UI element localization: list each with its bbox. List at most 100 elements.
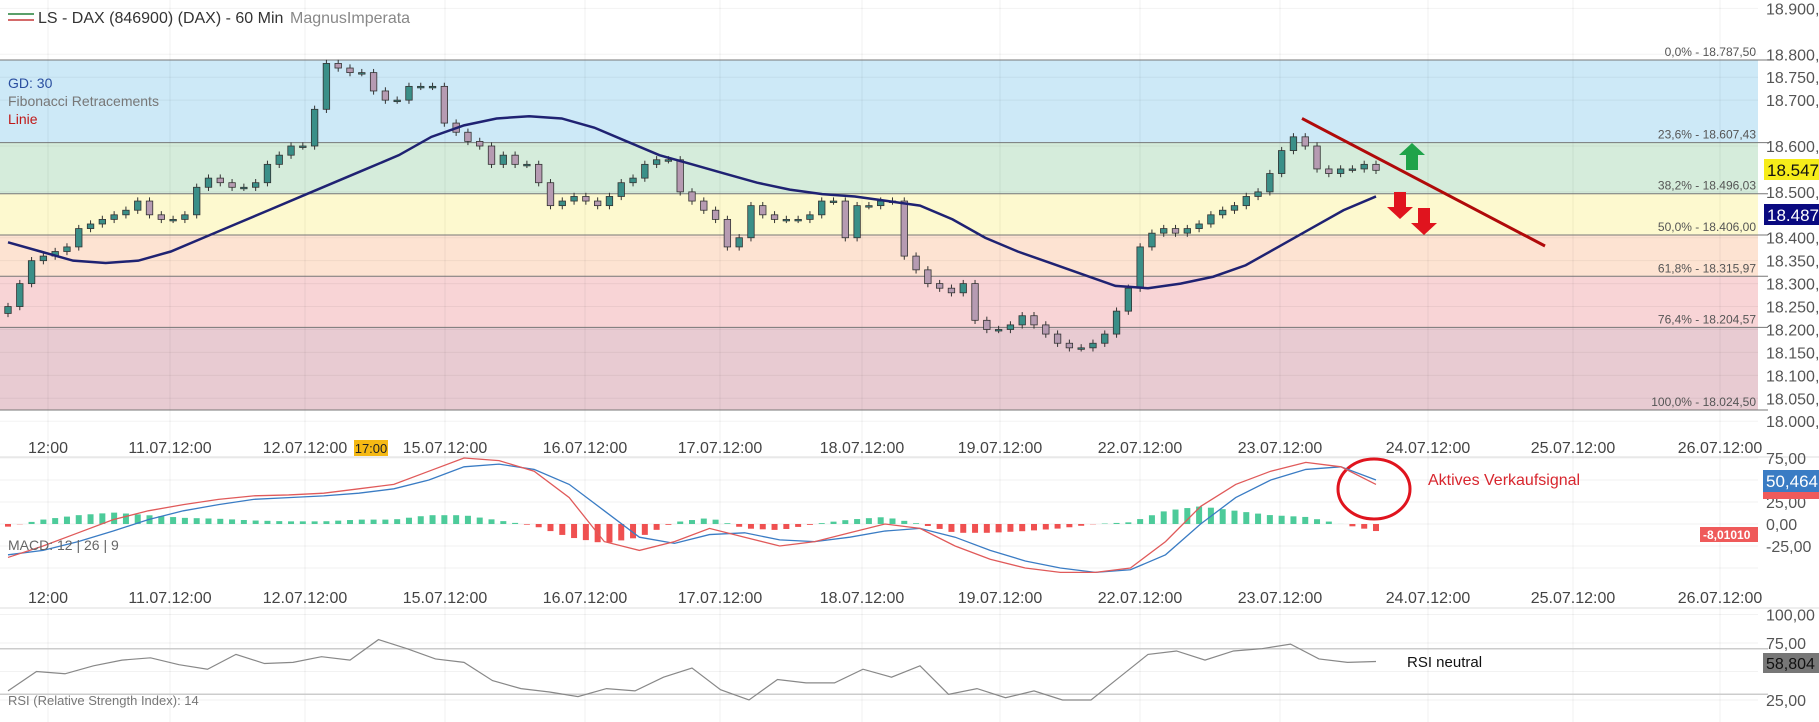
candle-body	[369, 72, 378, 92]
macd-histogram-bar	[630, 524, 637, 539]
macd-histogram-bar	[818, 523, 825, 524]
candle-body	[723, 218, 732, 248]
macd-histogram-bar	[523, 524, 530, 525]
arrow-down-icon	[1387, 192, 1413, 219]
macd-histogram-bar	[276, 521, 283, 524]
macd-label[interactable]: MACD: 12 | 26 | 9	[8, 537, 119, 553]
candle-body	[1301, 136, 1309, 147]
macd-histogram-bar	[252, 520, 259, 524]
line-label[interactable]: Linie	[8, 111, 38, 127]
macd-histogram-bar	[582, 524, 589, 541]
macd-histogram-bar	[1113, 522, 1120, 524]
macd-histogram-bar	[806, 524, 813, 525]
candle-body	[676, 159, 684, 193]
rsi-tick-label: 25,00	[1766, 693, 1806, 710]
macd-histogram-bar	[1231, 510, 1238, 524]
candle-body	[169, 218, 177, 222]
macd-histogram-bar	[134, 514, 141, 524]
price-tick-label: 18.100,00	[1766, 368, 1819, 385]
candle-body	[63, 246, 71, 252]
price-tick-label: 18.800,00	[1766, 47, 1819, 64]
candle-body	[818, 200, 826, 216]
candle-body	[558, 200, 566, 207]
date-tick-label: 12.07.12:00	[263, 590, 348, 607]
candle-body	[1183, 228, 1191, 234]
candle-body	[1242, 196, 1250, 207]
macd-histogram-bar	[1066, 524, 1073, 528]
candle-body	[193, 186, 201, 216]
macd-histogram-bar	[347, 520, 353, 524]
fibonacci-zones	[0, 60, 1758, 410]
price-tick-label: 18.250,00	[1766, 300, 1819, 317]
price-tick-label: 18.300,00	[1766, 277, 1819, 294]
candle-body	[417, 85, 425, 89]
candle-body	[1348, 168, 1357, 171]
macd-histogram-bar	[795, 524, 802, 527]
macd-histogram-bar	[5, 524, 11, 527]
candle-body	[1266, 173, 1274, 193]
macd-histogram-bar	[441, 515, 448, 524]
macd-tick-label: 75,00	[1766, 451, 1806, 468]
macd-line	[7, 457, 1377, 574]
rsi-label[interactable]: RSI (Relative Strength Index): 14	[8, 693, 199, 708]
macd-histogram-bar	[1196, 506, 1203, 524]
macd-histogram-bar	[429, 515, 436, 524]
date-tick-label: 15.07.12:00	[403, 590, 488, 607]
macd-histogram-bar	[288, 521, 295, 524]
candle-body	[334, 63, 342, 69]
candle-body	[27, 260, 36, 285]
arrow-down-icon	[1411, 208, 1437, 235]
fib-level-label: 38,2% - 18.496,03	[1658, 179, 1756, 193]
macd-histogram-bar	[559, 524, 566, 535]
macd-histogram-bar	[1148, 515, 1155, 524]
fib-zone	[0, 142, 1758, 194]
candle-body	[75, 228, 83, 248]
candle-body	[523, 163, 531, 167]
macd-histogram-bar	[1125, 522, 1132, 524]
macd-histogram-bar	[1219, 509, 1226, 524]
candle-body	[936, 283, 944, 289]
macd-histogram-bar	[653, 524, 660, 530]
macd-histogram-bar	[689, 520, 695, 524]
candle-body	[134, 200, 142, 211]
candle-body	[1195, 223, 1203, 229]
candle-body	[594, 200, 602, 207]
macd-histogram-bar	[877, 517, 884, 524]
candle-body	[900, 200, 908, 257]
candle-body	[535, 163, 543, 184]
candle-body	[865, 205, 873, 208]
signal-value-label: 50,464	[1766, 472, 1818, 491]
macd-histogram-bar	[217, 518, 224, 524]
candle-body	[16, 283, 24, 307]
macd-histogram-bar	[1290, 516, 1297, 524]
rsi-line	[7, 638, 1377, 701]
fib-zone	[0, 234, 1758, 277]
macd-histogram-bar	[1314, 519, 1321, 524]
candle-body	[1089, 342, 1097, 349]
candle-body	[275, 154, 283, 165]
fibonacci-label[interactable]: Fibonacci Retracements	[8, 93, 159, 109]
macd-histogram-bar	[700, 518, 707, 524]
fib-level-label: 100,0% - 18.024,50	[1651, 395, 1756, 409]
candle-body	[853, 205, 861, 239]
price-tick-label: 18.900,00	[1766, 1, 1819, 18]
macd-histogram-bar	[842, 520, 849, 524]
candle-body	[782, 218, 790, 222]
macd-value-badge	[1763, 488, 1819, 499]
fib-level-label: 23,6% - 18.607,43	[1658, 128, 1756, 142]
candle-body	[983, 319, 991, 330]
candle-body	[959, 283, 967, 294]
gd-label[interactable]: GD: 30	[8, 75, 53, 91]
fib-level-label: 61,8% - 18.315,97	[1658, 261, 1756, 275]
fib-level-label: 76,4% - 18.204,57	[1658, 312, 1756, 326]
macd-histogram-bar	[476, 517, 483, 524]
candle-body	[912, 255, 920, 271]
macd-histogram-bar	[99, 513, 106, 524]
crosshair-time-label: 17:00	[355, 441, 388, 456]
candle-body	[287, 145, 295, 156]
candle-body	[393, 99, 401, 103]
price-tick-label: 18.700,00	[1766, 93, 1819, 110]
macd-histogram-bar	[913, 523, 920, 524]
candle-body	[157, 214, 165, 220]
